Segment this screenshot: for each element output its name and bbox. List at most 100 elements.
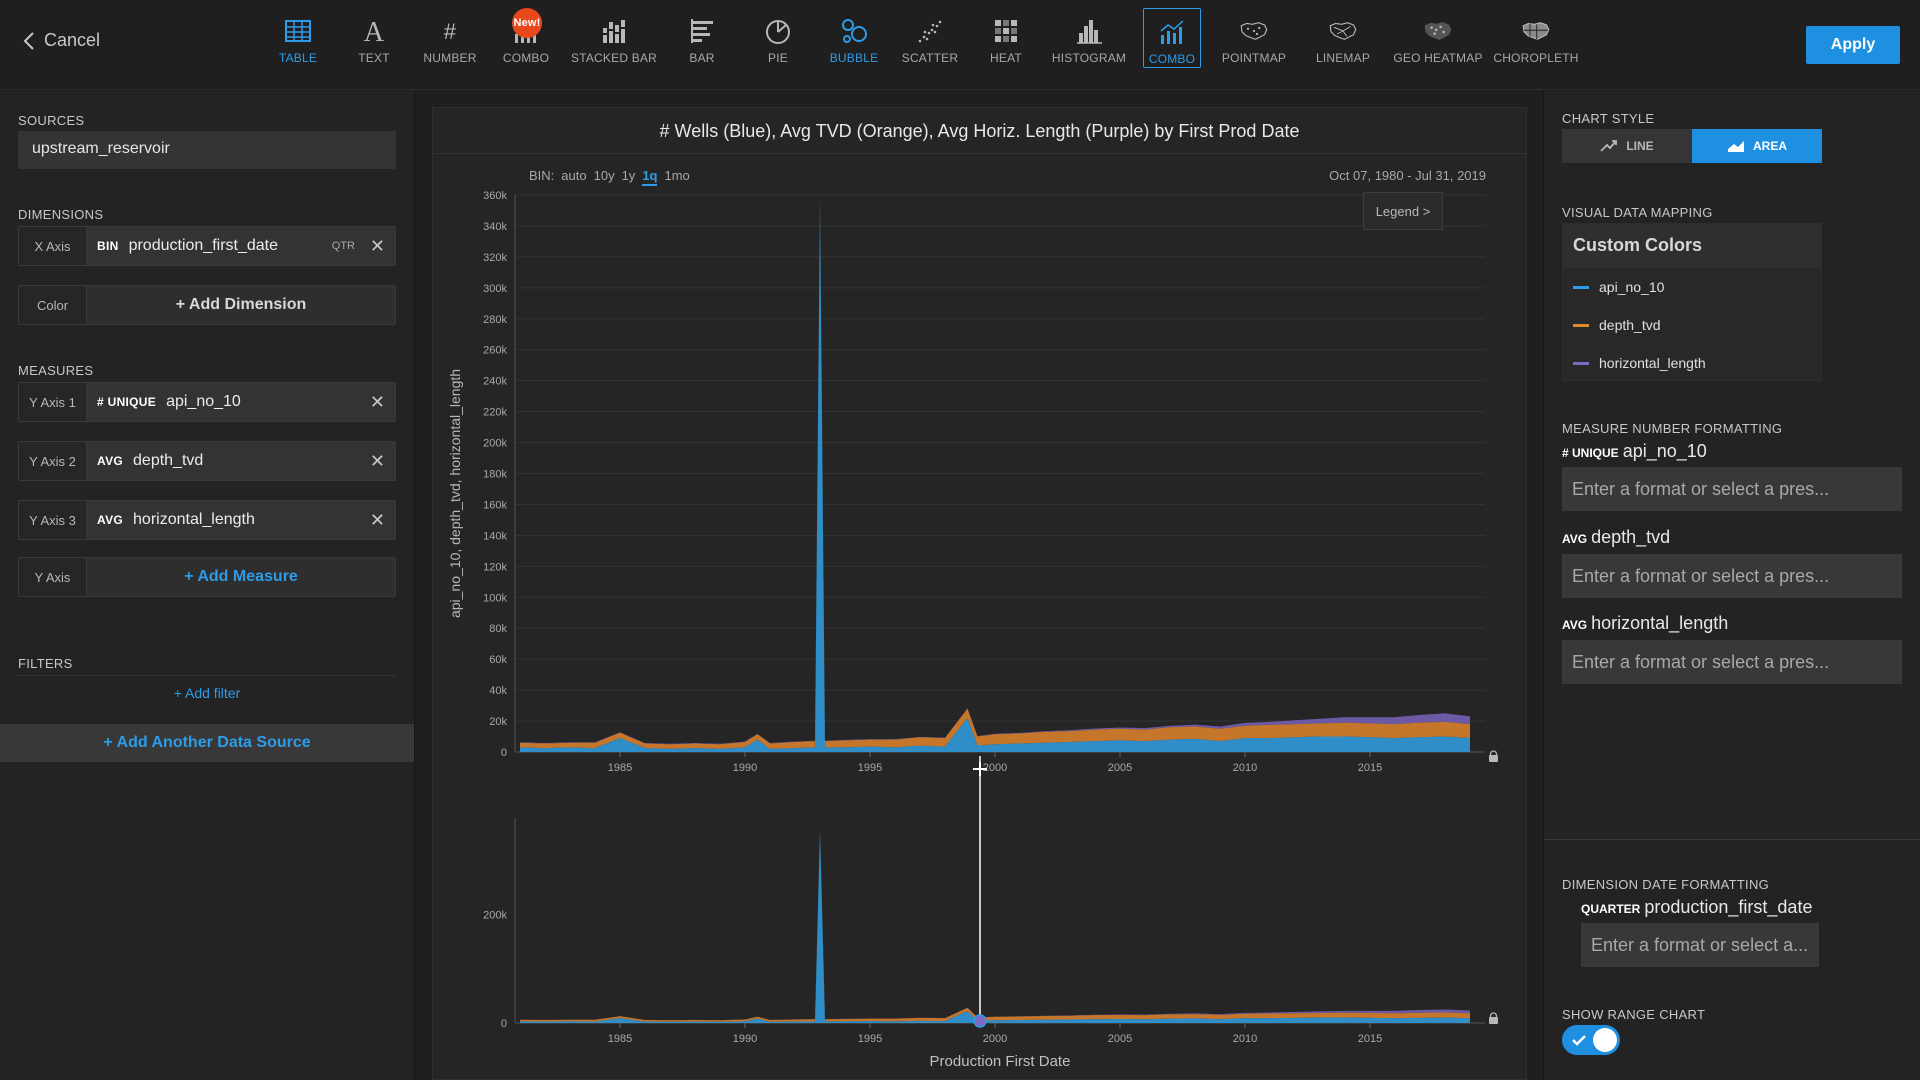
choropleth-icon [1522,22,1550,40]
format-measure-2-name: AVG depth_tvd [1562,527,1671,547]
crosshair-cursor-icon [973,762,987,776]
show-range-chart-toggle[interactable] [1562,1025,1620,1055]
heat-icon [995,20,1017,42]
x-tick-label: 2015 [1358,762,1382,774]
chart-type-combo-new[interactable]: COMBO New! [488,8,564,68]
chart-panel: # Wells (Blue), Avg TVD (Orange), Avg Ho… [432,107,1527,1080]
color-item-horizontal-length[interactable]: horizontal_length [1563,344,1821,382]
measure-field-2[interactable]: AVG depth_tvd ✕ [87,442,395,480]
combo-icon [1160,20,1184,44]
style-line-button[interactable]: LINE [1562,129,1692,163]
area-style-icon [1727,141,1744,152]
range-x-tick-label: 2000 [983,1033,1007,1045]
measure-field-3[interactable]: AVG horizontal_length ✕ [87,501,395,539]
y-tick-label: 300k [483,283,507,295]
linemap-icon [1329,22,1357,40]
format-input-horizontal-length[interactable] [1562,640,1902,684]
pointmap-icon [1240,22,1268,40]
color-swatch [1573,285,1589,289]
range-x-tick-label: 1985 [608,1033,632,1045]
chart-type-stacked-bar[interactable]: STACKED BAR [564,8,664,68]
y-axis-slot: Y Axis [19,558,87,596]
number-icon: # [444,19,457,44]
custom-colors-panel: Custom Colors api_no_10 depth_tvd horizo… [1562,223,1822,381]
measure-agg-2: AVG [97,454,124,468]
measure-field-1[interactable]: # UNIQUE api_no_10 ✕ [87,383,395,421]
add-data-source-button[interactable]: + Add Another Data Source [0,724,414,762]
color-swatch [1573,361,1589,365]
measure-row-3: Y Axis 3 AVG horizontal_length ✕ [18,500,396,540]
color-slot: Color [19,286,87,324]
bin-option-auto[interactable]: auto [561,168,587,183]
bubble-icon [842,19,867,43]
bin-option-1mo[interactable]: 1mo [664,168,690,183]
source-selector[interactable]: upstream_reservoir [18,131,396,169]
bin-option-1y[interactable]: 1y [621,168,636,183]
range-area-series-horizontal_length [520,828,1470,1021]
chart-title: # Wells (Blue), Avg TVD (Orange), Avg Ho… [433,108,1526,154]
remove-measure-1-icon[interactable]: ✕ [369,391,385,412]
add-measure-button[interactable]: + Add Measure [87,558,395,596]
chart-type-heat[interactable]: HEAT [968,8,1044,68]
chart-type-linemap[interactable]: LINEMAP [1298,8,1388,68]
remove-measure-2-icon[interactable]: ✕ [369,450,385,471]
range-x-tick-label: 1995 [858,1033,882,1045]
range-x-tick-label: 2010 [1233,1033,1257,1045]
chart-type-pointmap[interactable]: POINTMAP [1210,8,1298,68]
chart-type-choropleth[interactable]: CHOROPLETH [1488,8,1584,68]
x-tick-label: 1995 [858,762,882,774]
y-tick-label: 140k [483,530,507,542]
remove-x-axis-icon[interactable]: ✕ [369,235,385,256]
chart-style-toggle: LINE AREA [1562,129,1822,163]
bin-selector: BIN: auto 10y 1y 1q 1mo [529,168,690,186]
measure-agg-3: AVG [97,513,124,527]
x-axis-field[interactable]: BIN production_first_date QTR ✕ [87,227,395,265]
lock-icon-shackle [1489,750,1498,756]
x-axis-bin-tag[interactable]: QTR [331,240,355,252]
format-input-dimension[interactable] [1581,923,1819,967]
chart-type-pie[interactable]: PIE [740,8,816,68]
chart-type-geo-heatmap[interactable]: GEO HEATMAP [1388,8,1488,68]
combo-chart[interactable]: 0 20k 40k 60k 80k 100k 120k 140k 160k 180k 200k 220… [433,108,1528,1080]
add-filter-button[interactable]: + Add filter [173,685,241,701]
toggle-knob [1593,1028,1617,1052]
add-dimension-button[interactable]: + Add Dimension [87,286,395,324]
text-icon: A [364,17,385,46]
cancel-button[interactable]: Cancel [22,30,100,51]
chart-type-combo[interactable]: COMBO [1143,8,1201,68]
x-tick-label: 2000 [983,762,1007,774]
add-measure-row: Y Axis + Add Measure [18,557,396,597]
y-tick-label: 120k [483,561,507,573]
format-input-depth-tvd[interactable] [1562,554,1902,598]
color-item-api-no-10[interactable]: api_no_10 [1563,268,1821,306]
date-range: Oct 07, 1980 - Jul 31, 2019 [1329,168,1486,183]
color-item-depth-tvd[interactable]: depth_tvd [1563,306,1821,344]
chart-type-scatter[interactable]: SCATTER [892,8,968,68]
chart-type-table[interactable]: TABLE [260,8,336,68]
apply-button[interactable]: Apply [1806,26,1900,64]
range-y-tick-label: 200k [483,910,507,922]
scatter-icon [918,20,942,43]
style-area-button[interactable]: AREA [1692,129,1822,163]
chart-type-number[interactable]: # NUMBER [412,8,488,68]
chart-type-bar[interactable]: BAR [664,8,740,68]
bin-option-10y[interactable]: 10y [593,168,615,183]
area-series-depth_tvd [520,196,1470,749]
measure-row-1: Y Axis 1 # UNIQUE api_no_10 ✕ [18,382,396,422]
legend-button[interactable]: Legend > [1363,192,1443,230]
chart-type-text[interactable]: A TEXT [358,17,390,65]
range-brush-handle [973,1014,987,1028]
x-axis-dimension-row: X Axis BIN production_first_date QTR ✕ [18,226,396,266]
x-axis-agg: BIN [97,239,119,253]
bin-option-1q[interactable]: 1q [642,168,658,186]
color-swatch [1573,323,1589,327]
format-measure-1-name: # UNIQUE api_no_10 [1562,441,1707,461]
remove-measure-3-icon[interactable]: ✕ [369,509,385,530]
range-area-series-api_no_10 [520,830,1470,1023]
measure-slot-3: Y Axis 3 [19,501,87,539]
chart-type-histogram[interactable]: HISTOGRAM [1044,8,1134,68]
range-x-tick-label: 2005 [1108,1033,1132,1045]
format-input-api-no-10[interactable] [1562,467,1902,511]
geo-heatmap-icon [1424,22,1452,40]
chart-type-bubble[interactable]: BUBBLE [816,8,892,68]
